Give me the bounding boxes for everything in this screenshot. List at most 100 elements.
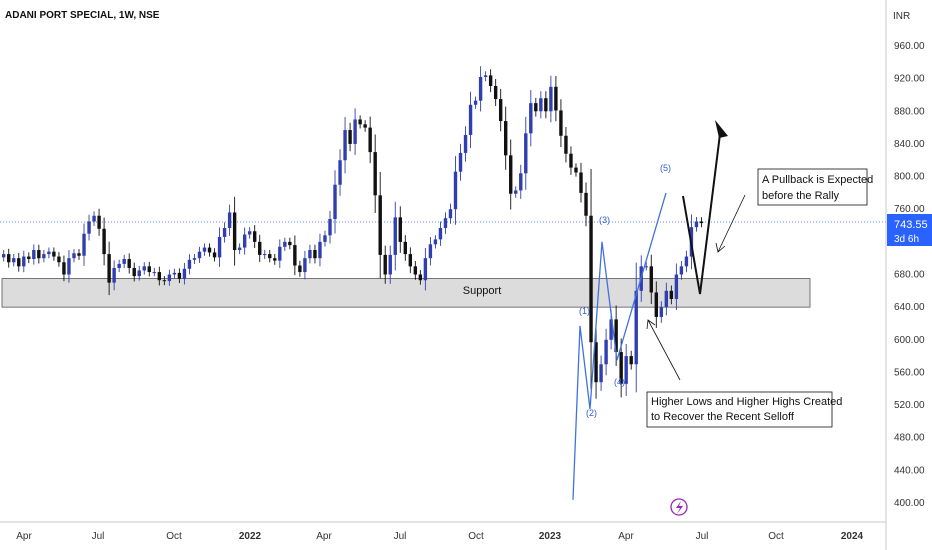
candle-body <box>152 272 156 274</box>
candlesticks <box>2 66 704 399</box>
candle-body <box>318 241 322 259</box>
price-tick-label: 560.00 <box>894 367 925 378</box>
candle-body <box>263 254 267 256</box>
candle-body <box>288 241 292 246</box>
candle-body <box>323 235 327 242</box>
candle-body <box>629 356 633 365</box>
candle-body <box>609 319 613 340</box>
candle-body <box>438 227 443 240</box>
price-tick-label: 960.00 <box>894 41 925 52</box>
candle-body <box>408 254 413 267</box>
candle-body <box>418 274 423 281</box>
candle-body <box>584 192 588 216</box>
pullback-note-line-2: before the Rally <box>762 190 840 202</box>
candle-body <box>253 231 257 242</box>
candle-body <box>544 98 548 112</box>
candle-body <box>298 265 302 273</box>
candle-body <box>37 250 41 259</box>
candle-body <box>192 258 197 260</box>
candle-body <box>654 292 658 317</box>
candle-body <box>97 215 101 229</box>
candle-body <box>569 153 573 168</box>
candle-body <box>413 266 418 275</box>
candle-body <box>242 234 247 248</box>
candle-body <box>52 251 56 257</box>
candle-body <box>87 221 91 234</box>
candle-body <box>644 266 648 268</box>
candle-body <box>363 124 367 128</box>
candle-body <box>599 364 603 383</box>
candle-body <box>353 119 357 144</box>
candle-body <box>32 250 36 259</box>
price-tick-label: 840.00 <box>894 139 925 150</box>
candle-body <box>514 190 518 194</box>
candle-body <box>358 119 362 125</box>
candle-body <box>338 160 342 185</box>
candle-body <box>142 266 146 271</box>
candle-body <box>222 227 227 237</box>
candle-body <box>403 241 407 255</box>
candle-body <box>463 134 468 153</box>
price-tick-label: 880.00 <box>894 106 925 117</box>
candle-body <box>42 254 46 259</box>
price-tick-label: 600.00 <box>894 335 925 346</box>
candle-body <box>278 246 282 261</box>
candle-body <box>453 171 458 210</box>
candle-body <box>162 280 167 282</box>
candle-body <box>428 244 433 259</box>
candle-body <box>594 342 598 383</box>
candle-body <box>212 252 217 258</box>
candle-body <box>433 239 438 245</box>
candle-body <box>167 274 172 282</box>
candle-body <box>468 104 473 135</box>
candle-body <box>549 86 553 112</box>
candle-body <box>488 75 493 86</box>
candle-body <box>564 135 568 154</box>
candle-body <box>27 256 31 259</box>
candle-body <box>614 319 618 353</box>
candle-body <box>107 254 111 283</box>
candle-body <box>137 270 141 277</box>
candle-body <box>202 247 207 252</box>
price-axis-ticks: 960.00920.00880.00840.00800.00760.00720.… <box>894 41 925 509</box>
candle-body <box>498 99 503 122</box>
candle-body <box>333 184 337 220</box>
candle-body <box>102 228 106 255</box>
time-tick-label: Oct <box>166 531 182 542</box>
candle-body <box>268 254 272 259</box>
candle-body <box>554 86 558 111</box>
candle-body <box>237 247 242 251</box>
elliott-wave-path <box>572 192 667 500</box>
price-tick-label: 480.00 <box>894 433 925 444</box>
candle-body <box>92 215 96 222</box>
candle-body <box>473 100 478 105</box>
chart-title: ADANI PORT SPECIAL, 1W, NSE <box>5 10 160 21</box>
candle-body <box>293 245 297 266</box>
time-tick-label: Jul <box>394 531 407 542</box>
time-tick-label: 2023 <box>539 531 562 542</box>
candle-body <box>2 254 6 258</box>
candle-body <box>207 247 212 253</box>
candle-body <box>529 103 533 134</box>
candle-body <box>373 152 377 196</box>
candle-body <box>147 266 151 273</box>
projection-path <box>682 133 721 295</box>
current-price-tag <box>887 214 932 246</box>
candle-body <box>182 268 187 279</box>
structure-pointer <box>647 319 681 381</box>
candle-body <box>17 258 21 267</box>
candle-body <box>172 272 177 275</box>
structure-note-line-1: Higher Lows and Higher Highs Created <box>651 396 842 408</box>
candle-body <box>458 152 463 172</box>
candle-body <box>368 127 372 153</box>
structure-pointer-head-icon <box>646 319 656 330</box>
plot-area[interactable] <box>0 0 886 522</box>
price-tick-label: 680.00 <box>894 270 925 281</box>
lightning-icon <box>676 501 683 514</box>
candle-body <box>604 339 608 365</box>
price-tick-label: 400.00 <box>894 498 925 509</box>
candle-body <box>227 212 232 228</box>
bar-countdown: 3d 6h <box>894 234 919 245</box>
candle-body <box>483 75 488 78</box>
